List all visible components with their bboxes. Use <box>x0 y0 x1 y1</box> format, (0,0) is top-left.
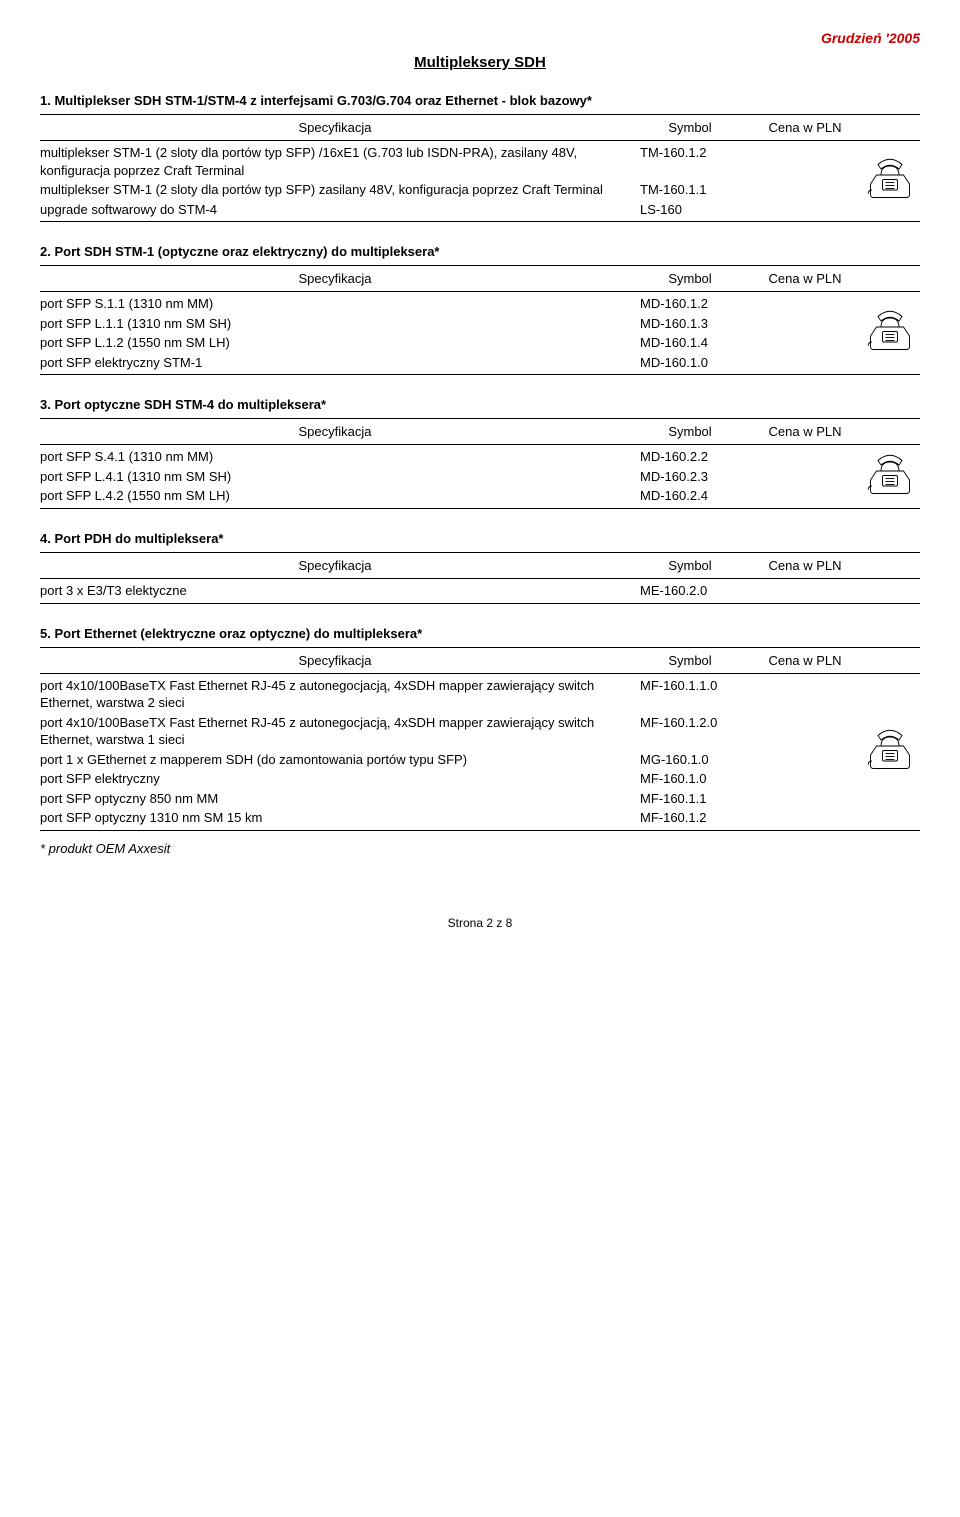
section-heading: 3. Port optyczne SDH STM-4 do multipleks… <box>40 397 920 412</box>
symbol-cell: MD-160.2.2 <box>640 448 760 466</box>
phone-icon <box>860 157 920 205</box>
col-header-price: Cena w PLN <box>750 558 860 573</box>
spec-cell: port 3 x E3/T3 elektyczne <box>40 582 640 600</box>
phone-icon <box>860 728 920 776</box>
symbol-cell: MF-160.1.1.0 <box>640 677 760 712</box>
symbol-cell: MF-160.1.0 <box>640 770 760 788</box>
table-row: port SFP optyczny 1310 nm SM 15 kmMF-160… <box>40 808 860 828</box>
section-heading: 2. Port SDH STM-1 (optyczne oraz elektry… <box>40 244 920 259</box>
table-row: port SFP S.4.1 (1310 nm MM)MD-160.2.2 <box>40 447 860 467</box>
spec-cell: port SFP L.1.1 (1310 nm SM SH) <box>40 315 640 333</box>
spec-cell: port 1 x GEthernet z mapperem SDH (do za… <box>40 751 640 769</box>
spec-cell: port SFP optyczny 850 nm MM <box>40 790 640 808</box>
symbol-cell: MD-160.1.3 <box>640 315 760 333</box>
table-row: multiplekser STM-1 (2 sloty dla portów t… <box>40 180 860 200</box>
spec-cell: port 4x10/100BaseTX Fast Ethernet RJ-45 … <box>40 714 640 749</box>
table-row: port 1 x GEthernet z mapperem SDH (do za… <box>40 750 860 770</box>
col-header-spec: Specyfikacja <box>40 653 630 668</box>
section-heading: 4. Port PDH do multipleksera* <box>40 531 920 546</box>
data-block: port 4x10/100BaseTX Fast Ethernet RJ-45 … <box>40 676 920 828</box>
col-header-symbol: Symbol <box>630 653 750 668</box>
spec-cell: port SFP L.4.2 (1550 nm SM LH) <box>40 487 640 505</box>
col-header-spec: Specyfikacja <box>40 120 630 135</box>
symbol-cell: MD-160.1.2 <box>640 295 760 313</box>
table-row: port SFP L.4.2 (1550 nm SM LH)MD-160.2.4 <box>40 486 860 506</box>
column-header-row: SpecyfikacjaSymbolCena w PLN <box>40 555 920 576</box>
col-header-spec: Specyfikacja <box>40 558 630 573</box>
column-header-row: SpecyfikacjaSymbolCena w PLN <box>40 117 920 138</box>
phone-icon <box>860 309 920 357</box>
symbol-cell: TM-160.1.2 <box>640 144 760 179</box>
data-block: port 3 x E3/T3 elektyczneME-160.2.0 <box>40 581 920 601</box>
section-heading: 1. Multiplekser SDH STM-1/STM-4 z interf… <box>40 93 920 108</box>
symbol-cell: MD-160.2.3 <box>640 468 760 486</box>
page-title: Multipleksery SDH <box>40 54 920 71</box>
col-header-price: Cena w PLN <box>750 120 860 135</box>
data-block: port SFP S.4.1 (1310 nm MM)MD-160.2.2por… <box>40 447 920 506</box>
symbol-cell: MF-160.1.2.0 <box>640 714 760 749</box>
column-header-row: SpecyfikacjaSymbolCena w PLN <box>40 650 920 671</box>
col-header-symbol: Symbol <box>630 424 750 439</box>
table-row: multiplekser STM-1 (2 sloty dla portów t… <box>40 143 860 180</box>
spec-cell: port SFP L.4.1 (1310 nm SM SH) <box>40 468 640 486</box>
table-row: port SFP optyczny 850 nm MMMF-160.1.1 <box>40 789 860 809</box>
spec-cell: port SFP elektryczny <box>40 770 640 788</box>
spec-cell: port SFP S.4.1 (1310 nm MM) <box>40 448 640 466</box>
col-header-spec: Specyfikacja <box>40 271 630 286</box>
table-row: port 4x10/100BaseTX Fast Ethernet RJ-45 … <box>40 713 860 750</box>
symbol-cell: MD-160.1.0 <box>640 354 760 372</box>
spec-cell: port SFP optyczny 1310 nm SM 15 km <box>40 809 640 827</box>
spec-cell: port SFP L.1.2 (1550 nm SM LH) <box>40 334 640 352</box>
spec-cell: upgrade softwarowy do STM-4 <box>40 201 640 219</box>
symbol-cell: LS-160 <box>640 201 760 219</box>
footer: Strona 2 z 8 <box>40 916 920 930</box>
spec-cell: multiplekser STM-1 (2 sloty dla portów t… <box>40 144 640 179</box>
symbol-cell: MD-160.1.4 <box>640 334 760 352</box>
symbol-cell: MG-160.1.0 <box>640 751 760 769</box>
table-row: port 3 x E3/T3 elektyczneME-160.2.0 <box>40 581 860 601</box>
table-row: port 4x10/100BaseTX Fast Ethernet RJ-45 … <box>40 676 860 713</box>
table-row: upgrade softwarowy do STM-4LS-160 <box>40 200 860 220</box>
spec-cell: port SFP S.1.1 (1310 nm MM) <box>40 295 640 313</box>
spec-cell: multiplekser STM-1 (2 sloty dla portów t… <box>40 181 640 199</box>
spec-cell: port SFP elektryczny STM-1 <box>40 354 640 372</box>
data-block: multiplekser STM-1 (2 sloty dla portów t… <box>40 143 920 219</box>
data-block: port SFP S.1.1 (1310 nm MM)MD-160.1.2por… <box>40 294 920 372</box>
col-header-price: Cena w PLN <box>750 271 860 286</box>
symbol-cell: MD-160.2.4 <box>640 487 760 505</box>
symbol-cell: TM-160.1.1 <box>640 181 760 199</box>
phone-icon <box>860 453 920 501</box>
table-row: port SFP L.1.1 (1310 nm SM SH)MD-160.1.3 <box>40 314 860 334</box>
section-heading: 5. Port Ethernet (elektryczne oraz optyc… <box>40 626 920 641</box>
header-date: Grudzień '2005 <box>40 30 920 46</box>
table-row: port SFP L.4.1 (1310 nm SM SH)MD-160.2.3 <box>40 467 860 487</box>
symbol-cell: MF-160.1.2 <box>640 809 760 827</box>
spec-cell: port 4x10/100BaseTX Fast Ethernet RJ-45 … <box>40 677 640 712</box>
column-header-row: SpecyfikacjaSymbolCena w PLN <box>40 268 920 289</box>
table-row: port SFP elektryczny STM-1MD-160.1.0 <box>40 353 860 373</box>
table-row: port SFP elektrycznyMF-160.1.0 <box>40 769 860 789</box>
table-row: port SFP L.1.2 (1550 nm SM LH)MD-160.1.4 <box>40 333 860 353</box>
col-header-spec: Specyfikacja <box>40 424 630 439</box>
col-header-price: Cena w PLN <box>750 653 860 668</box>
footnote: * produkt OEM Axxesit <box>40 841 920 856</box>
col-header-symbol: Symbol <box>630 558 750 573</box>
column-header-row: SpecyfikacjaSymbolCena w PLN <box>40 421 920 442</box>
col-header-price: Cena w PLN <box>750 424 860 439</box>
sections-container: 1. Multiplekser SDH STM-1/STM-4 z interf… <box>40 93 920 831</box>
symbol-cell: MF-160.1.1 <box>640 790 760 808</box>
table-row: port SFP S.1.1 (1310 nm MM)MD-160.1.2 <box>40 294 860 314</box>
col-header-symbol: Symbol <box>630 271 750 286</box>
col-header-symbol: Symbol <box>630 120 750 135</box>
symbol-cell: ME-160.2.0 <box>640 582 760 600</box>
